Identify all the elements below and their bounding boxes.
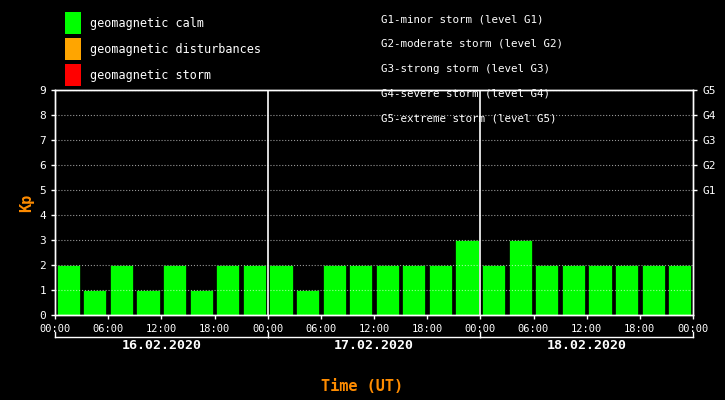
Bar — [455, 240, 479, 315]
Bar — [270, 265, 292, 315]
Bar — [136, 290, 160, 315]
Bar — [509, 240, 531, 315]
Text: 16.02.2020: 16.02.2020 — [121, 339, 202, 352]
Bar — [535, 265, 558, 315]
Text: geomagnetic storm: geomagnetic storm — [90, 68, 211, 82]
Text: G3-strong storm (level G3): G3-strong storm (level G3) — [381, 64, 550, 74]
Bar — [668, 265, 691, 315]
Bar — [57, 265, 80, 315]
Text: 17.02.2020: 17.02.2020 — [334, 339, 414, 352]
Text: G4-severe storm (level G4): G4-severe storm (level G4) — [381, 88, 550, 98]
Bar — [243, 265, 266, 315]
Bar — [642, 265, 665, 315]
Y-axis label: Kp: Kp — [19, 193, 33, 212]
Bar — [323, 265, 346, 315]
Bar — [349, 265, 372, 315]
Bar — [429, 265, 452, 315]
Text: G2-moderate storm (level G2): G2-moderate storm (level G2) — [381, 39, 563, 49]
Bar — [83, 290, 107, 315]
Text: geomagnetic calm: geomagnetic calm — [90, 16, 204, 30]
Bar — [376, 265, 399, 315]
Bar — [163, 265, 186, 315]
Text: 18.02.2020: 18.02.2020 — [547, 339, 626, 352]
Bar — [562, 265, 585, 315]
Bar — [402, 265, 426, 315]
Bar — [482, 265, 505, 315]
Text: geomagnetic disturbances: geomagnetic disturbances — [90, 42, 261, 56]
Bar — [296, 290, 319, 315]
Text: Time (UT): Time (UT) — [321, 379, 404, 394]
Text: G5-extreme storm (level G5): G5-extreme storm (level G5) — [381, 113, 556, 123]
Bar — [589, 265, 611, 315]
Bar — [615, 265, 638, 315]
Bar — [190, 290, 212, 315]
Text: G1-minor storm (level G1): G1-minor storm (level G1) — [381, 14, 543, 24]
Bar — [216, 265, 239, 315]
Bar — [110, 265, 133, 315]
